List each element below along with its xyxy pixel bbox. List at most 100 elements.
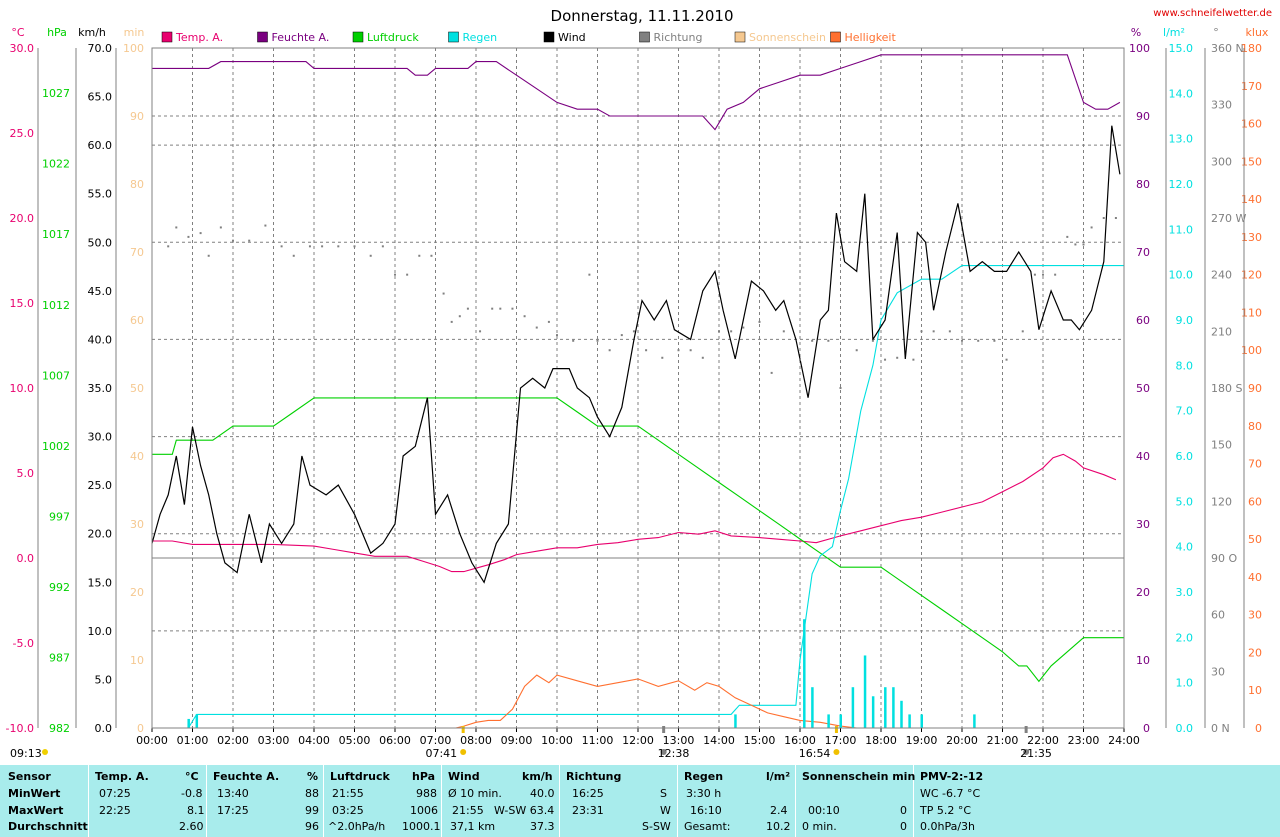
stats-wind-distance: 37,1 km (450, 820, 496, 833)
direction-point (321, 245, 324, 248)
direction-point (280, 245, 283, 248)
stats-rain-total-label: Gesamt: (684, 820, 731, 833)
marker-moonset-label: 21:35 (1020, 747, 1052, 760)
rain-axis-tick: 11.0 (1169, 223, 1194, 236)
site-url[interactable]: www.schneifelwetter.de (1153, 8, 1272, 19)
stats-header-rain-unit: l/m² (766, 770, 791, 783)
wind-axis-tick: 0.0 (95, 722, 113, 735)
time-tick: 01:00 (177, 734, 209, 747)
direction-point (932, 330, 935, 333)
temp-axis-tick: 25.0 (10, 127, 35, 140)
light-axis-tick: 50 (1248, 533, 1262, 546)
time-markers: 09:13 07:41 12:38 16:54 21:35 (10, 726, 1052, 760)
marker-sunrise-label: 07:41 (425, 747, 457, 760)
humidity-axis-tick: 50 (1136, 382, 1150, 395)
wind-axis-tick: 20.0 (88, 528, 113, 541)
direction-point (199, 232, 202, 235)
direction-point (450, 320, 453, 323)
time-tick: 06:00 (379, 734, 411, 747)
series-windline (151, 125, 1121, 584)
stats-header-sun: Sonnenschein min (802, 770, 916, 783)
sun-axis-tick: 90 (130, 110, 144, 123)
series-regenline (152, 265, 1124, 729)
rain-bar (811, 687, 814, 728)
direction-point (556, 334, 558, 337)
marker-sunrise-icon (460, 749, 467, 755)
time-tick: 23:00 (1068, 734, 1100, 747)
direction-point (961, 339, 963, 342)
rain-axis-tick: 8.0 (1176, 359, 1194, 372)
direction-point (394, 273, 396, 276)
time-tick: 10:00 (541, 734, 573, 747)
direction-point (977, 339, 980, 342)
direction-point (588, 273, 591, 276)
rain-axis-tick: 0.0 (1176, 722, 1194, 735)
marker-start-time: 09:13 (10, 747, 42, 760)
direction-point (232, 239, 234, 242)
pressure-axis-tick: 1012 (42, 299, 70, 312)
light-axis-tick: 10 (1248, 684, 1262, 697)
stats-col-dir: Richtung 16:25 S 23:31 W S-SW (560, 765, 678, 837)
light-axis-tick: 130 (1241, 231, 1262, 244)
direction-point (742, 326, 745, 329)
temp-axis-tick: 30.0 (10, 42, 35, 55)
light-axis-tick: 180 (1241, 42, 1262, 55)
temp-axis-tick: 10.0 (10, 382, 35, 395)
direction-point (535, 326, 538, 329)
direction-axis-tick: 150 (1211, 439, 1232, 452)
marker-noon-icon (660, 749, 667, 755)
axis-unit-labels: °C hPa km/h min% l/m² ° klux (11, 26, 1269, 39)
stats-label-max: MaxWert (8, 804, 64, 817)
time-tick: 13:00 (663, 734, 695, 747)
stats-dir-max-time: 23:31 (572, 804, 604, 817)
humidity-axis-tick: 10 (1136, 654, 1150, 667)
direction-point (511, 307, 514, 310)
wind-axis-tick: 70.0 (88, 42, 113, 55)
stats-col-sensor: Sensor MinWert MaxWert Durchschnitt (0, 765, 89, 837)
stats-label-avg: Durchschnitt (8, 820, 88, 833)
stats-wind-max-val: W-SW 63.4 (494, 804, 555, 817)
legend-label: Helligkeit (845, 31, 897, 44)
direction-point (175, 226, 178, 229)
stats-press-trend: ^2.0hPa/h (328, 820, 386, 833)
rain-axis-tick: 5.0 (1176, 495, 1194, 508)
wind-axis-tick: 5.0 (95, 673, 113, 686)
legend-swatch (161, 31, 173, 43)
marker-sunset-icon (833, 749, 840, 755)
stats-press-max-time: 03:25 (332, 804, 364, 817)
legend: Temp. A. Feuchte A. Luftdruck Regen Wind Rich… (161, 31, 897, 44)
series-helligkeitline (152, 674, 1124, 729)
direction-axis-tick: 30 (1211, 665, 1225, 678)
time-tick: 03:00 (258, 734, 290, 747)
temp-axis-tick: 20.0 (10, 212, 35, 225)
weather-chart: Donnerstag, 11.11.2010 www.schneifelwett… (5, 7, 1272, 760)
direction-point (187, 235, 190, 238)
stats-press-min-time: 21:55 (332, 787, 364, 800)
stats-hum-min-val: 88 (305, 787, 319, 800)
time-tick: 08:00 (460, 734, 492, 747)
legend-swatch (639, 31, 650, 43)
direction-point (827, 339, 830, 342)
stats-rain-duration: 3:30 h (686, 787, 722, 800)
sun-axis-tick: 30 (130, 518, 144, 531)
stats-press-min-val: 988 (416, 787, 437, 800)
stats-temp-max-time: 22:25 (99, 804, 131, 817)
stats-temp-min-val: -0.8 (181, 787, 203, 800)
direction-point (207, 254, 210, 257)
stats-hum-max-val: 99 (305, 804, 319, 817)
direction-point (219, 226, 222, 229)
stats-hum-max-time: 17:25 (217, 804, 249, 817)
unit-label: ° (1213, 26, 1219, 39)
pressure-axis-tick: 1027 (42, 87, 70, 100)
stats-wind-min-val: 40.0 (530, 787, 555, 800)
stats-temp-min-time: 07:25 (99, 787, 131, 800)
humidity-axis-tick: 90 (1136, 110, 1150, 123)
stats-dir-avg-val: S-SW (642, 820, 671, 833)
rain-bar (908, 714, 911, 728)
stats-col-pmv: PMV-2:-12 WC -6.7 °C TP 5.2 °C 0.0hPa/3h (914, 765, 1054, 837)
direction-point (264, 224, 267, 227)
humidity-axis-tick: 60 (1136, 314, 1150, 327)
pressure-axis-tick: 1022 (42, 158, 70, 171)
rain-bar (920, 714, 923, 728)
stats-col-hum: Feuchte A. % 13:40 88 17:25 99 96 (207, 765, 324, 837)
